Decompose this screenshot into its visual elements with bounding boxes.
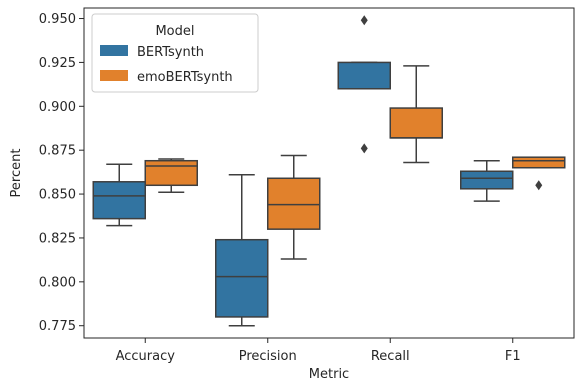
legend-title: Model <box>155 24 194 39</box>
box-iqr <box>144 159 198 187</box>
box-emobertsynth-f1 <box>512 156 566 191</box>
legend-swatch-bertsynth <box>100 45 128 56</box>
box-bertsynth-f1 <box>460 159 514 202</box>
x-axis-label: Metric <box>309 367 349 382</box>
box-iqr <box>460 170 514 190</box>
outlier-point <box>360 143 368 154</box>
y-tick-label: 0.950 <box>39 12 76 27</box>
y-tick-label: 0.850 <box>39 188 76 203</box>
box-iqr <box>337 61 391 90</box>
box-iqr <box>92 181 146 220</box>
x-tick-label-recall: Recall <box>371 349 410 364</box>
box-bertsynth-precision <box>215 174 269 327</box>
x-tick-label-accuracy: Accuracy <box>116 349 176 364</box>
box-emobertsynth-recall <box>389 65 443 164</box>
box-emobertsynth-accuracy <box>144 158 198 194</box>
legend-label-emobertsynth: emoBERTsynth <box>137 70 233 85</box>
box-iqr <box>512 156 566 169</box>
legend: Model BERTsynth emoBERTsynth <box>91 13 259 93</box>
box-bertsynth-recall <box>337 15 391 154</box>
outlier-point <box>360 15 368 26</box>
legend-label-bertsynth: BERTsynth <box>137 45 204 60</box>
box-iqr <box>215 238 269 318</box>
y-tick-label: 0.775 <box>39 319 76 334</box>
y-tick-label: 0.825 <box>39 231 76 246</box>
y-axis-label: Percent <box>9 149 24 198</box>
box-iqr <box>389 107 443 139</box>
y-tick-label: 0.925 <box>39 56 76 71</box>
outlier-point <box>535 180 543 191</box>
y-tick-label: 0.900 <box>39 100 76 115</box>
box-emobertsynth-precision <box>267 154 321 260</box>
y-tick-label: 0.800 <box>39 275 76 290</box>
legend-frame <box>91 13 259 93</box>
x-tick-label-f1: F1 <box>505 349 521 364</box>
y-tick-label: 0.875 <box>39 144 76 159</box>
box-iqr <box>267 177 321 230</box>
legend-swatch-emobertsynth <box>100 70 128 81</box>
x-tick-label-precision: Precision <box>239 349 297 364</box>
box-bertsynth-accuracy <box>92 163 146 227</box>
